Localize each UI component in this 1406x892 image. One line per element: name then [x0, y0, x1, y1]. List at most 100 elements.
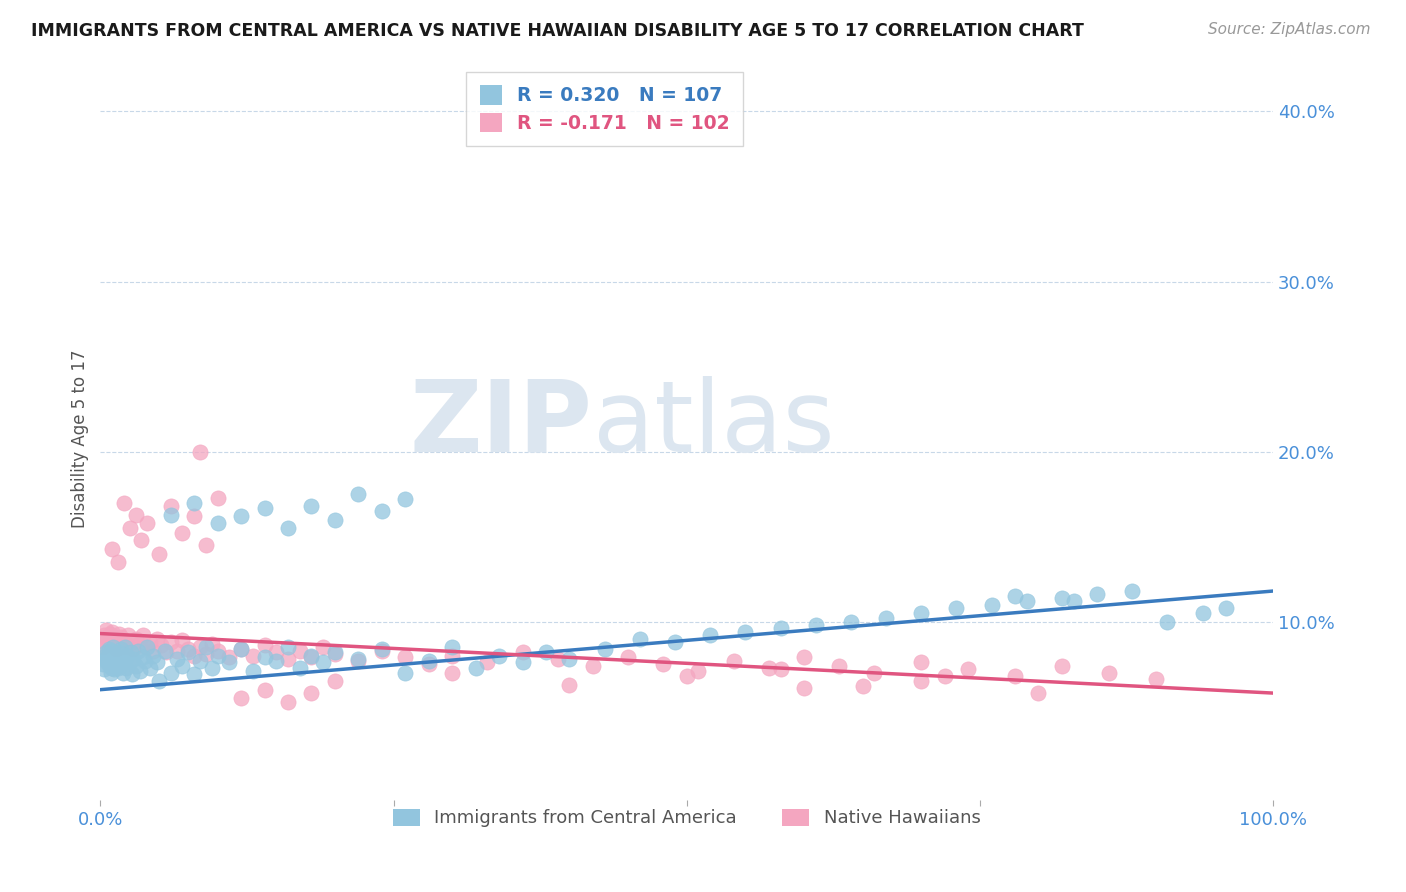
Point: [150, 639, 173, 653]
Text: IMMIGRANTS FROM CENTRAL AMERICA VS NATIVE HAWAIIAN DISABILITY AGE 5 TO 17 CORREL: IMMIGRANTS FROM CENTRAL AMERICA VS NATIV…: [31, 22, 1084, 40]
Point: [264, 654, 287, 668]
Point: [793, 650, 815, 665]
Point: [242, 648, 264, 663]
Point: [96, 632, 118, 646]
Point: [323, 647, 346, 661]
Point: [96, 645, 118, 659]
Point: [96, 656, 118, 670]
Point: [103, 640, 125, 655]
Point: [124, 508, 146, 522]
Point: [664, 635, 686, 649]
Point: [253, 682, 276, 697]
Point: [172, 633, 194, 648]
Point: [394, 650, 416, 665]
Point: [910, 606, 932, 620]
Point: [159, 665, 181, 680]
Point: [166, 643, 188, 657]
Point: [183, 648, 205, 663]
Point: [101, 541, 124, 556]
Point: [103, 639, 125, 653]
Point: [115, 640, 138, 655]
Point: [155, 645, 177, 659]
Point: [96, 623, 118, 637]
Point: [769, 622, 792, 636]
Point: [114, 640, 136, 655]
Point: [142, 643, 165, 657]
Point: [301, 650, 323, 665]
Point: [277, 652, 299, 666]
Point: [111, 637, 134, 651]
Point: [194, 647, 217, 661]
Point: [107, 637, 129, 651]
Point: [699, 628, 721, 642]
Point: [110, 640, 132, 655]
Point: [101, 660, 124, 674]
Point: [97, 641, 120, 656]
Point: [371, 504, 394, 518]
Point: [910, 656, 932, 670]
Point: [839, 615, 862, 629]
Point: [371, 643, 394, 657]
Point: [1215, 601, 1237, 615]
Point: [122, 652, 145, 666]
Point: [188, 640, 211, 655]
Point: [103, 652, 125, 666]
Point: [135, 640, 157, 655]
Point: [980, 598, 1002, 612]
Point: [148, 674, 170, 689]
Point: [98, 658, 121, 673]
Point: [1028, 686, 1050, 700]
Point: [172, 658, 194, 673]
Point: [159, 635, 181, 649]
Text: Source: ZipAtlas.com: Source: ZipAtlas.com: [1208, 22, 1371, 37]
Point: [617, 650, 640, 665]
Point: [91, 657, 114, 672]
Point: [863, 665, 886, 680]
Point: [312, 640, 335, 655]
Point: [301, 499, 323, 513]
Point: [628, 632, 651, 646]
Point: [172, 526, 194, 541]
Point: [183, 667, 205, 681]
Point: [957, 662, 980, 676]
Y-axis label: Disability Age 5 to 17: Disability Age 5 to 17: [72, 350, 89, 528]
Point: [108, 626, 131, 640]
Point: [734, 624, 756, 639]
Point: [288, 643, 311, 657]
Point: [229, 691, 252, 706]
Point: [117, 628, 139, 642]
Point: [93, 662, 115, 676]
Point: [253, 639, 276, 653]
Point: [828, 658, 851, 673]
Point: [107, 660, 129, 674]
Point: [1050, 658, 1073, 673]
Point: [1015, 594, 1038, 608]
Point: [110, 641, 132, 656]
Point: [323, 645, 346, 659]
Text: ZIP: ZIP: [411, 376, 593, 473]
Point: [134, 654, 156, 668]
Point: [218, 656, 240, 670]
Point: [142, 648, 165, 663]
Point: [131, 533, 153, 547]
Point: [1050, 591, 1073, 605]
Point: [97, 654, 120, 668]
Point: [758, 660, 780, 674]
Point: [201, 637, 224, 651]
Point: [512, 656, 534, 670]
Point: [652, 657, 675, 672]
Point: [558, 652, 581, 666]
Point: [103, 662, 125, 676]
Point: [136, 516, 159, 530]
Point: [593, 641, 616, 656]
Point: [127, 643, 149, 657]
Point: [201, 660, 224, 674]
Point: [153, 643, 176, 657]
Point: [207, 643, 229, 657]
Point: [547, 652, 569, 666]
Point: [131, 650, 153, 665]
Point: [1063, 594, 1085, 608]
Point: [194, 640, 217, 655]
Point: [301, 686, 323, 700]
Point: [1191, 606, 1213, 620]
